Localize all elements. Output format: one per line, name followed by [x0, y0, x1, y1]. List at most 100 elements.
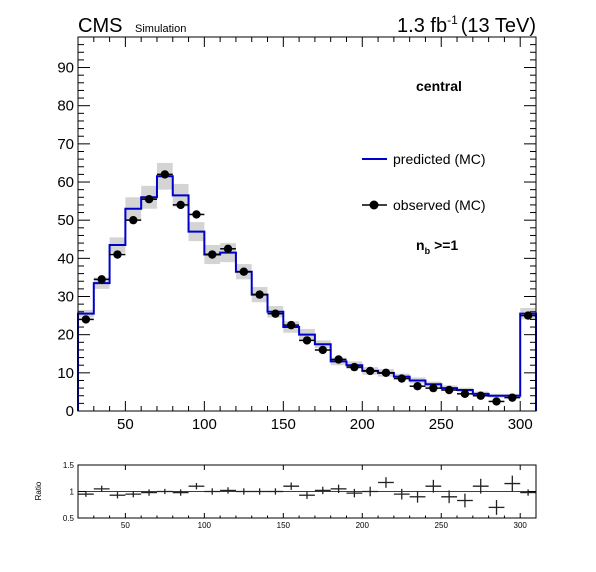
- nb-subscript: b: [425, 246, 431, 256]
- observed-point-21: [409, 381, 426, 391]
- ratio-point-6: [172, 489, 189, 496]
- ratio-point-0: [78, 491, 94, 497]
- observed-point-14: [299, 336, 315, 345]
- y-tick-label: 60: [57, 174, 74, 191]
- simulation-label: Simulation: [135, 23, 186, 35]
- y-tick-label: 10: [57, 365, 74, 382]
- observed-point-7: [188, 210, 205, 219]
- ratio-points: [78, 475, 536, 515]
- observed-point-4: [141, 194, 157, 204]
- main-frame: [77, 36, 537, 412]
- observed-point-12: [267, 309, 284, 318]
- observed-point-5: [156, 170, 173, 179]
- observed-point-10: [235, 267, 252, 276]
- ratio-point-7: [188, 483, 205, 490]
- x-tick-label: 50: [117, 416, 134, 433]
- y-tick-label: 50: [57, 212, 74, 229]
- observed-point-26: [488, 397, 505, 406]
- legend-observed-label: observed (MC): [393, 197, 486, 213]
- x-tick-label: 100: [192, 416, 217, 433]
- y-tick-label: 40: [57, 250, 74, 267]
- lumi-value: 1.3 fb: [397, 15, 447, 37]
- observed-point-9: [220, 244, 236, 254]
- y-tick-label: 80: [57, 98, 74, 115]
- observed-point-24: [457, 389, 473, 399]
- y-tick-label: 30: [57, 289, 74, 306]
- observed-point-18: [362, 366, 379, 376]
- observed-point-25: [472, 391, 489, 400]
- lumi-label: 1.3 fb-1 (13 TeV): [397, 13, 536, 37]
- observed-point-11: [251, 290, 268, 299]
- ratio-y-label: Ratio: [34, 481, 43, 500]
- ratio-axes: 50 100 150 200 250 300 0.5 1 1.5: [63, 461, 536, 530]
- observed-point-8: [204, 250, 221, 259]
- ratio-point-19: [378, 477, 394, 488]
- ratio-point-10: [235, 488, 252, 495]
- observed-point-13: [283, 320, 300, 330]
- ratio-point-26: [488, 499, 505, 515]
- observed-point-3: [125, 215, 142, 225]
- x-tick-label: 150: [271, 416, 296, 433]
- ratio-y-tick-label: 1: [70, 488, 75, 497]
- ratio-point-24: [457, 493, 473, 508]
- ratio-point-8: [204, 488, 221, 495]
- ratio-x-tick-label: 250: [435, 521, 449, 530]
- x-tick-label: 200: [350, 416, 375, 433]
- ratio-y-tick-label: 1.5: [63, 461, 75, 470]
- legend-observed-swatch-marker: [369, 200, 379, 210]
- nb-condition-label: nb >=1: [416, 237, 458, 256]
- lumi-exponent: -1: [447, 13, 458, 27]
- x-tick-label: 300: [508, 416, 533, 433]
- y-tick-label: 20: [57, 327, 74, 344]
- ratio-x-tick-label: 100: [198, 521, 212, 530]
- ratio-point-22: [425, 479, 442, 493]
- ratio-point-2: [109, 492, 126, 499]
- nb-symbol: n: [416, 237, 425, 253]
- observed-point-20: [393, 374, 410, 383]
- observed-points: [78, 170, 536, 406]
- ratio-point-28: [520, 489, 536, 496]
- ratio-point-16: [330, 484, 347, 494]
- main-axes: 50 100 150 200 250 300 0 10 20 30 40 50 60 70 80 90: [57, 37, 536, 433]
- ratio-point-1: [93, 485, 110, 493]
- observed-point-19: [378, 368, 394, 378]
- ratio-x-tick-label: 150: [277, 521, 291, 530]
- ratio-point-18: [362, 486, 379, 497]
- ratio-point-13: [283, 482, 300, 490]
- observed-point-22: [425, 383, 442, 393]
- observed-point-1: [93, 275, 110, 284]
- observed-point-27: [504, 393, 521, 402]
- region-label: central: [416, 78, 462, 94]
- ratio-point-3: [125, 490, 142, 498]
- observed-point-28: [520, 311, 536, 320]
- ratio-x-tick-label: 200: [356, 521, 370, 530]
- legend-predicted-label: predicted (MC): [393, 151, 486, 167]
- observed-point-17: [346, 362, 363, 372]
- ratio-point-27: [504, 475, 521, 492]
- ratio-point-20: [393, 488, 410, 500]
- ratio-y-tick-label: 0.5: [63, 514, 75, 523]
- x-tick-label: 250: [429, 416, 454, 433]
- ratio-point-25: [472, 478, 489, 494]
- energy-label: (13 TeV): [461, 15, 536, 37]
- ratio-point-21: [409, 490, 426, 503]
- ratio-point-17: [346, 488, 363, 498]
- ratio-point-15: [314, 486, 331, 495]
- ratio-point-14: [299, 491, 315, 499]
- y-tick-label: 90: [57, 60, 74, 77]
- ratio-x-tick-label: 300: [514, 521, 528, 530]
- legend: predicted (MC) observed (MC): [362, 151, 486, 213]
- nb-condition: >=1: [434, 237, 458, 253]
- y-tick-label: 70: [57, 136, 74, 153]
- ratio-point-23: [441, 490, 458, 504]
- ratio-point-5: [156, 488, 173, 495]
- y-tick-label: 0: [66, 403, 74, 420]
- observed-point-6: [172, 200, 189, 210]
- experiment-label: CMS: [78, 15, 122, 37]
- ratio-point-9: [220, 487, 236, 494]
- observed-point-23: [441, 385, 458, 395]
- ratio-point-4: [141, 489, 157, 496]
- ratio-x-tick-label: 50: [121, 521, 130, 530]
- observed-point-2: [109, 250, 126, 259]
